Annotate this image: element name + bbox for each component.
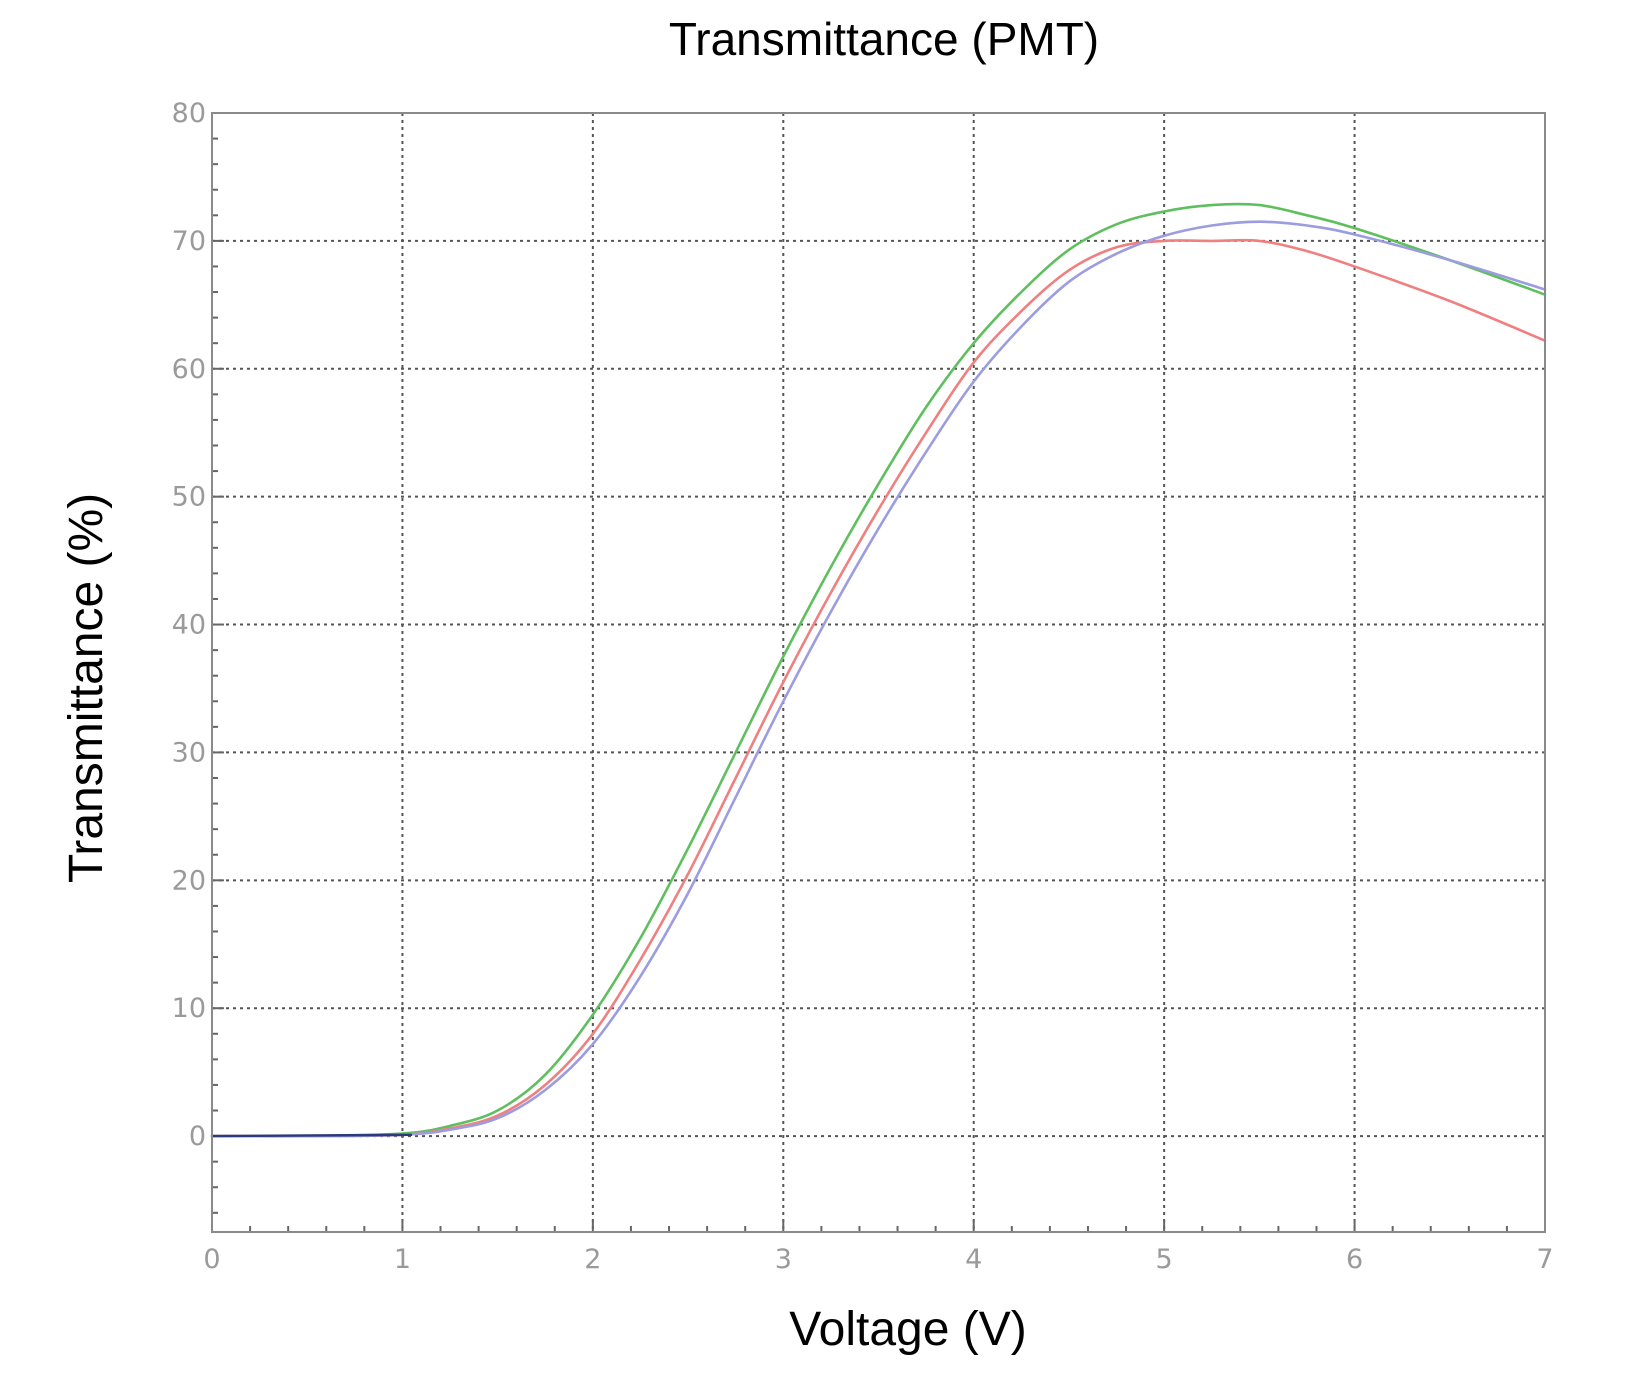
y-tick-label: 30 [172, 737, 206, 768]
x-tick-label: 4 [965, 1244, 982, 1275]
y-tick-label: 50 [172, 482, 206, 513]
y-tick-label: 60 [172, 354, 206, 385]
y-tick-label: 40 [172, 610, 206, 641]
y-tick-label: 0 [189, 1121, 206, 1152]
y-tick-label: 80 [172, 98, 206, 129]
x-axis-title: Voltage (V) [789, 1303, 1026, 1356]
x-tick-label: 3 [775, 1244, 792, 1275]
x-tick-label: 5 [1156, 1244, 1173, 1275]
x-tick-label: 6 [1346, 1244, 1363, 1275]
series-line-2 [210, 238, 1547, 1138]
y-tick-label: 10 [172, 993, 206, 1024]
grid [212, 113, 1545, 1232]
series-line-1 [210, 202, 1547, 1138]
baseline-overlap-segment [211, 1133, 412, 1138]
y-tick-label: 70 [172, 226, 206, 257]
x-tick-label: 0 [203, 1244, 220, 1275]
series-line-3 [210, 220, 1547, 1138]
y-tick-label: 20 [172, 865, 206, 896]
x-tick-label: 2 [584, 1244, 601, 1275]
x-tick-label: 7 [1536, 1244, 1553, 1275]
y-axis-title: Transmittance (%) [60, 493, 113, 883]
chart-title: Transmittance (PMT) [669, 13, 1099, 65]
x-tick-label: 1 [394, 1244, 411, 1275]
plot-frame [211, 112, 1546, 1233]
series-group [210, 202, 1547, 1138]
